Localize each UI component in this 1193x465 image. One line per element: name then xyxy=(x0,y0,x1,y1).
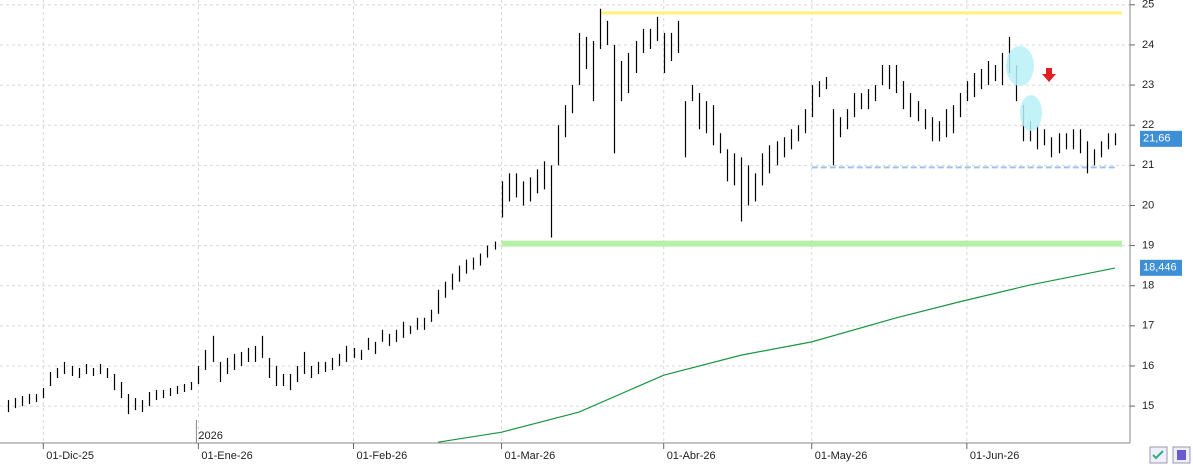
x-tick-label: 01-May-26 xyxy=(815,450,868,462)
price-tag-label: 21,66 xyxy=(1143,133,1171,145)
y-tick-label: 23 xyxy=(1142,79,1154,91)
moving-average xyxy=(438,267,1116,443)
price-tag-label: 18,446 xyxy=(1143,262,1177,274)
y-tick-label: 20 xyxy=(1142,199,1154,211)
y-tick-label: 24 xyxy=(1142,39,1154,51)
x-tick-label: 01-Jun-26 xyxy=(970,450,1020,462)
x-tick-label: 01-Mar-26 xyxy=(505,450,556,462)
toolbar-icon xyxy=(1152,450,1164,460)
y-tick-label: 18 xyxy=(1142,280,1154,292)
x-tick-label: 01-Abr-26 xyxy=(667,450,716,462)
y-tick-label: 21 xyxy=(1142,159,1154,171)
y-tick-label: 15 xyxy=(1142,400,1154,412)
price-tag xyxy=(1140,130,1182,147)
price-tag xyxy=(1140,259,1182,276)
y-tick-label: 22 xyxy=(1142,119,1154,131)
toolbar-icon xyxy=(1177,450,1186,460)
y-tick-label: 25 xyxy=(1142,0,1154,11)
plot xyxy=(7,8,1122,443)
x-tick-label: 01-Ene-26 xyxy=(201,450,252,462)
down-arrow xyxy=(1042,68,1056,82)
x-tick-label: 01-Dic-25 xyxy=(46,450,94,462)
annotation-shapes xyxy=(1006,46,1056,131)
y-tick-label: 17 xyxy=(1142,320,1154,332)
highlight-ellipse xyxy=(1020,95,1042,131)
highlight-ellipse xyxy=(1006,46,1034,86)
year-label: 2026 xyxy=(198,430,222,442)
x-tick-label: 01-Feb-26 xyxy=(357,450,408,462)
labels: 15 16 17 18 19 20 21 22 23 24 25 01-Dic-25 01-Ene-26… xyxy=(42,0,1182,462)
y-tick-label: 19 xyxy=(1142,239,1154,251)
y-tick-label: 16 xyxy=(1142,360,1154,372)
